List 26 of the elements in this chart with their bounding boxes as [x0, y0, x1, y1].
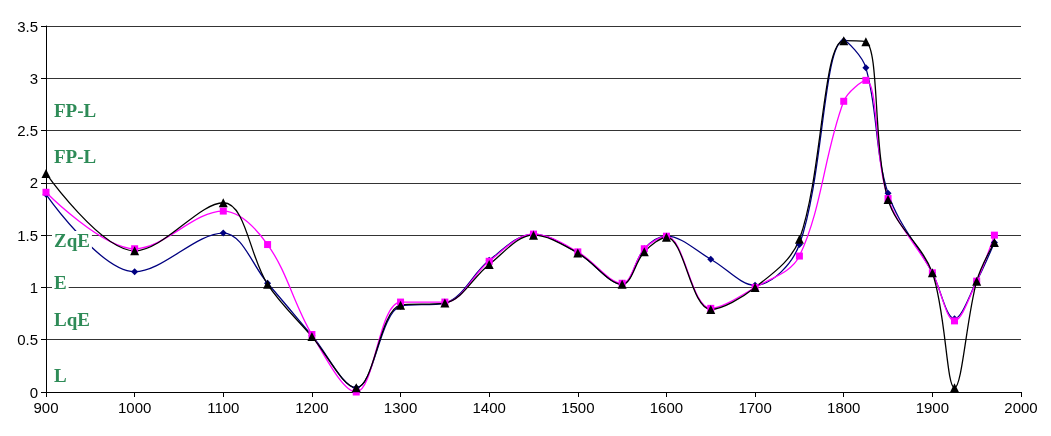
y-tick-label: 3 — [29, 69, 38, 87]
x-tick-label: 1800 — [827, 399, 861, 416]
y-tick-label: 2.5 — [17, 122, 38, 140]
annotation: L — [54, 365, 67, 387]
x-tick-label: 1300 — [383, 399, 418, 416]
annotation: FP-L — [54, 145, 97, 167]
annotation: LqE — [54, 308, 90, 330]
x-tick-label: 2000 — [1004, 399, 1038, 416]
y-tick-label: 0.5 — [17, 331, 38, 349]
annotation: E — [54, 272, 67, 294]
x-tick-label: 900 — [33, 399, 59, 416]
y-tick-label: 3.5 — [17, 17, 38, 35]
y-tick-label: 2 — [29, 174, 38, 192]
annotation: ZqE — [54, 229, 90, 251]
x-tick-label: 1000 — [117, 399, 152, 416]
y-tick-label: 1.5 — [17, 226, 38, 244]
x-tick-label: 1200 — [295, 399, 329, 416]
x-tick-label: 1600 — [649, 399, 684, 416]
x-tick-label: 1500 — [561, 399, 595, 416]
annotation: FP-L — [54, 100, 97, 122]
y-tick-label: 1 — [29, 278, 38, 296]
y-tick-label: 0 — [29, 383, 38, 401]
x-tick-label: 1900 — [915, 399, 950, 416]
x-tick-label: 1100 — [207, 399, 240, 416]
x-tick-label: 1700 — [738, 399, 772, 416]
x-tick-label: 1400 — [472, 399, 506, 416]
